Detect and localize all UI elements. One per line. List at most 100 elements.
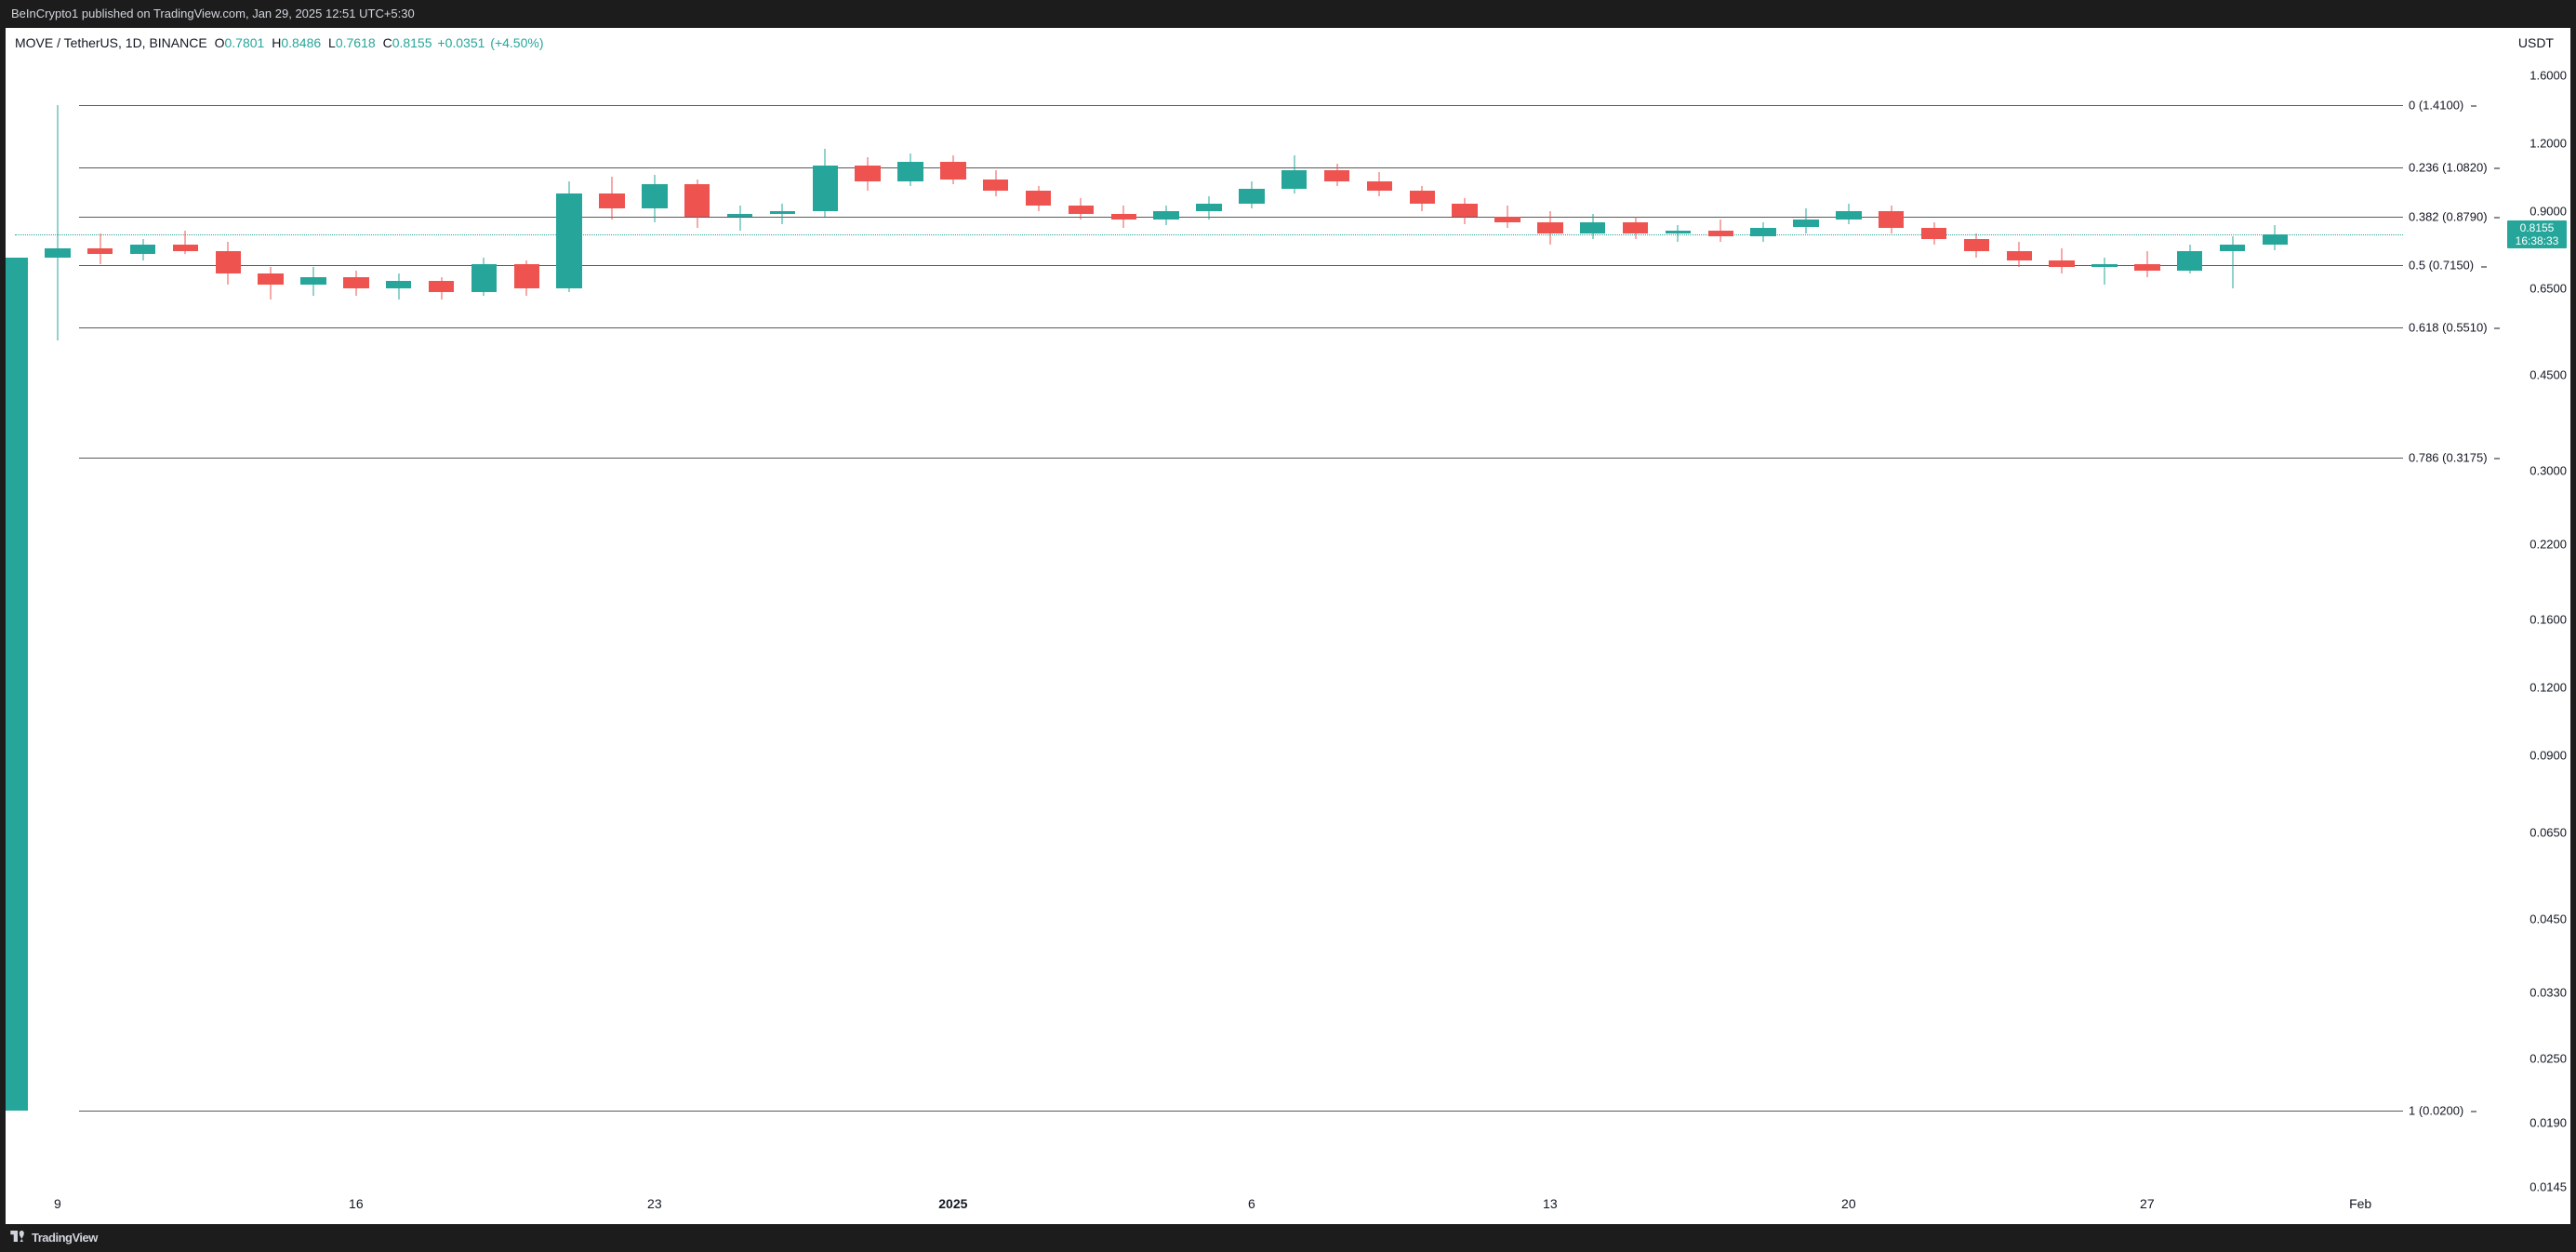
candle-body	[1026, 191, 1052, 206]
candle[interactable]	[770, 54, 796, 1187]
candle[interactable]	[6, 54, 28, 1187]
candle[interactable]	[1708, 54, 1734, 1187]
candle[interactable]	[556, 54, 582, 1187]
candle[interactable]	[258, 54, 284, 1187]
publish-bar: BeInCrypto1 published on TradingView.com…	[0, 0, 2576, 28]
candle[interactable]	[1793, 54, 1819, 1187]
candle[interactable]	[940, 54, 966, 1187]
y-axis[interactable]: 1.60001.20000.90000.65000.45000.30000.22…	[2502, 54, 2567, 1187]
candle[interactable]	[2177, 54, 2203, 1187]
candle-body	[300, 277, 326, 285]
candle[interactable]	[429, 54, 455, 1187]
ohlc-o-val: 0.7801	[224, 35, 264, 50]
candle[interactable]	[1623, 54, 1649, 1187]
candle[interactable]	[1367, 54, 1393, 1187]
candle[interactable]	[1026, 54, 1052, 1187]
candle[interactable]	[1494, 54, 1520, 1187]
candle[interactable]	[343, 54, 369, 1187]
ohlc-l-label: L	[328, 35, 336, 50]
ohlc-c-label: C	[383, 35, 392, 50]
candle-body	[2263, 234, 2289, 245]
y-tick: 0.4500	[2530, 368, 2567, 382]
candle[interactable]	[599, 54, 625, 1187]
candle[interactable]	[1069, 54, 1095, 1187]
x-tick: 16	[349, 1196, 364, 1211]
candle[interactable]	[2220, 54, 2246, 1187]
candle-body	[1580, 222, 1606, 233]
x-axis[interactable]: 9162320256132027Feb	[15, 1196, 2403, 1215]
candle[interactable]	[813, 54, 839, 1187]
candle[interactable]	[684, 54, 710, 1187]
candle[interactable]	[173, 54, 199, 1187]
candle[interactable]	[2134, 54, 2160, 1187]
chart-plot-area[interactable]: 0 (1.4100) 0.236 (1.0820) 0.382 (0.8790)…	[15, 54, 2403, 1187]
y-tick: 0.0900	[2530, 749, 2567, 763]
candle[interactable]	[130, 54, 156, 1187]
change-pct: (+4.50%)	[490, 35, 543, 50]
candle[interactable]	[1964, 54, 1990, 1187]
candle-body	[2091, 264, 2118, 268]
candle[interactable]	[1324, 54, 1350, 1187]
candle-body	[1281, 170, 1308, 189]
publish-text: BeInCrypto1 published on TradingView.com…	[11, 7, 415, 20]
candle[interactable]	[1111, 54, 1137, 1187]
chart-legend: MOVE / TetherUS, 1D, BINANCE O0.7801 H0.…	[15, 35, 544, 50]
candle[interactable]	[514, 54, 540, 1187]
candle[interactable]	[1879, 54, 1905, 1187]
y-tick: 1.2000	[2530, 136, 2567, 150]
candle[interactable]	[1196, 54, 1222, 1187]
candle-body	[1452, 204, 1478, 217]
candle[interactable]	[1666, 54, 1692, 1187]
candle[interactable]	[1281, 54, 1308, 1187]
candle[interactable]	[1921, 54, 1947, 1187]
tradingview-logo-text: TradingView	[32, 1224, 98, 1252]
candle[interactable]	[1537, 54, 1563, 1187]
y-tick: 0.0145	[2530, 1180, 2567, 1194]
candle-body	[1153, 211, 1179, 220]
candle-body	[343, 277, 369, 287]
candle[interactable]	[471, 54, 498, 1187]
x-tick: Feb	[2349, 1196, 2371, 1211]
candle[interactable]	[1580, 54, 1606, 1187]
candle[interactable]	[1153, 54, 1179, 1187]
candle-wick	[782, 204, 783, 225]
candle-body	[45, 248, 71, 258]
candle-body	[386, 281, 412, 288]
candle[interactable]	[1410, 54, 1436, 1187]
candle[interactable]	[727, 54, 753, 1187]
candle[interactable]	[45, 54, 71, 1187]
y-tick: 0.0250	[2530, 1051, 2567, 1065]
candle[interactable]	[386, 54, 412, 1187]
candle[interactable]	[983, 54, 1009, 1187]
chart-frame[interactable]: MOVE / TetherUS, 1D, BINANCE O0.7801 H0.…	[6, 28, 2570, 1224]
candle-body	[130, 245, 156, 254]
candle-body	[770, 211, 796, 214]
fib-label: 0.618 (0.5510)	[2409, 320, 2500, 334]
candle[interactable]	[300, 54, 326, 1187]
candle[interactable]	[216, 54, 242, 1187]
candle[interactable]	[1452, 54, 1478, 1187]
y-tick: 0.2200	[2530, 537, 2567, 551]
candle-body	[258, 273, 284, 284]
candle[interactable]	[2049, 54, 2075, 1187]
candle[interactable]	[2007, 54, 2033, 1187]
y-tick: 0.1600	[2530, 612, 2567, 626]
candle[interactable]	[855, 54, 881, 1187]
candle[interactable]	[642, 54, 668, 1187]
candle-wick	[739, 206, 740, 230]
candle[interactable]	[2263, 54, 2289, 1187]
candle[interactable]	[1239, 54, 1265, 1187]
candle-body	[1708, 231, 1734, 236]
fib-label: 0.786 (0.3175)	[2409, 450, 2500, 464]
candle[interactable]	[1750, 54, 1776, 1187]
candle[interactable]	[1836, 54, 1862, 1187]
symbol-label: MOVE / TetherUS, 1D, BINANCE	[15, 35, 207, 50]
candle-wick	[57, 105, 58, 340]
candle[interactable]	[897, 54, 923, 1187]
y-tick: 0.1200	[2530, 680, 2567, 694]
y-tick: 1.6000	[2530, 68, 2567, 82]
candle-body	[1494, 217, 1520, 222]
candle[interactable]	[87, 54, 113, 1187]
candle[interactable]	[2091, 54, 2118, 1187]
candle-body	[471, 264, 498, 292]
